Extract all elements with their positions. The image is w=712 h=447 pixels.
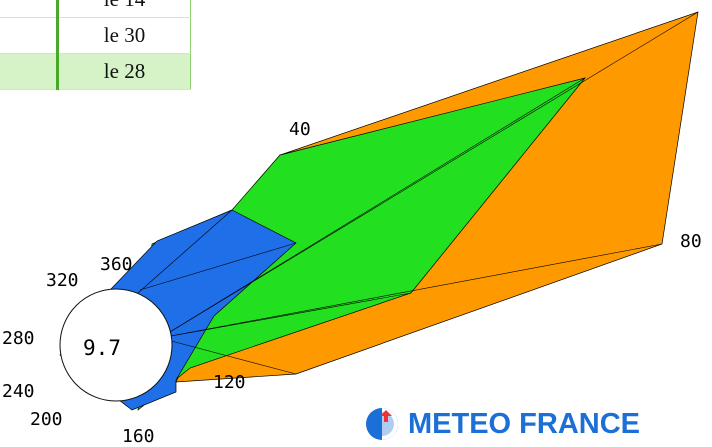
direction-label-320: 320 (46, 270, 79, 291)
center-circle (59, 288, 173, 402)
legend-date: le 30 (57, 17, 191, 54)
direction-label-360: 360 (100, 254, 133, 275)
center-value: 9.7 (83, 336, 121, 360)
direction-label-240: 240 (2, 381, 35, 402)
direction-label-80: 80 (680, 231, 702, 252)
direction-label-40: 40 (289, 119, 311, 140)
direction-label-160: 160 (122, 426, 155, 447)
legend-color-cell (0, 17, 59, 54)
meteo-france-logo: METEO FRANCE (364, 406, 640, 442)
direction-label-120: 120 (213, 372, 246, 393)
legend-date: le 14 (57, 0, 191, 18)
legend-table: le 14 le 30 le 28 (0, 0, 191, 90)
legend-color-cell (0, 0, 59, 18)
legend-row: le 30 (0, 17, 191, 54)
direction-label-280: 280 (2, 328, 35, 349)
radial-lines (129, 11, 699, 375)
legend-date: le 28 (57, 53, 191, 90)
direction-label-200: 200 (30, 409, 63, 430)
meteo-france-logo-icon (366, 408, 398, 440)
legend-row: le 28 (0, 53, 191, 90)
legend-color-cell (0, 53, 59, 90)
legend-row: le 14 (0, 0, 191, 18)
logo-text: METEO FRANCE (408, 407, 640, 440)
